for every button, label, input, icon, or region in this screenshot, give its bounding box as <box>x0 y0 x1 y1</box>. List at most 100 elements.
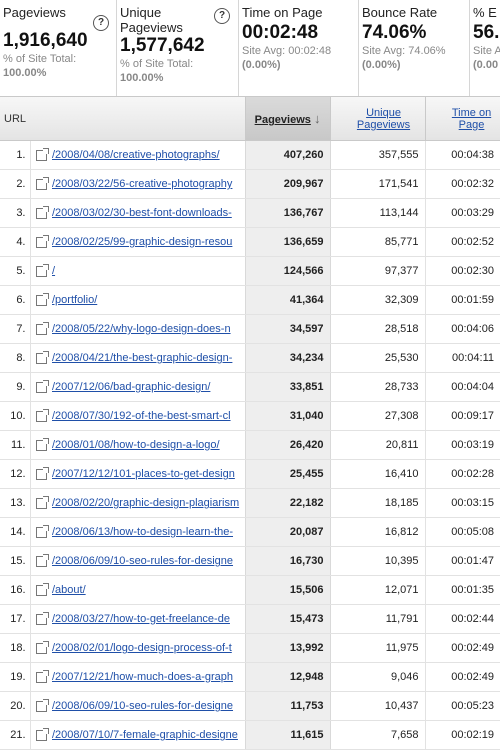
open-external-icon[interactable] <box>30 691 52 721</box>
help-icon[interactable]: ? <box>214 8 230 24</box>
page-url-link[interactable]: /2008/06/09/10-seo-rules-for-designe <box>52 700 234 712</box>
page-url-link[interactable]: /2008/07/10/7-female-graphic-designe <box>52 729 238 741</box>
time-on-page-value: 00:02:49 <box>425 633 500 663</box>
open-external-icon[interactable] <box>30 314 52 344</box>
unique-pageviews-value: 12,071 <box>330 575 426 605</box>
open-external-icon[interactable] <box>30 720 52 750</box>
open-external-icon[interactable] <box>30 372 52 402</box>
page-url-link[interactable]: /2008/04/08/creative-photographs/ <box>52 149 220 161</box>
metric-title: Time on Page <box>242 5 323 20</box>
metric-sub: % of Site Total: <box>3 53 77 65</box>
page-url-link[interactable]: /2008/03/22/56-creative-photography <box>52 178 233 190</box>
open-external-icon[interactable] <box>30 662 52 692</box>
open-external-icon[interactable] <box>30 198 52 228</box>
sort-unique-pageviews-link[interactable]: Unique Pageviews <box>356 106 411 131</box>
row-index: 19. <box>0 662 31 692</box>
page-url-link[interactable]: /2007/12/21/how-much-does-a-graph <box>52 671 234 683</box>
time-on-page-value: 00:03:19 <box>425 430 500 460</box>
table-header-row: URL Pageviews ↓ Unique Pageviews Time on… <box>0 97 500 141</box>
row-index: 13. <box>0 488 31 518</box>
time-on-page-value: 00:02:49 <box>425 662 500 692</box>
time-on-page-value: 00:04:04 <box>425 372 500 402</box>
open-external-icon[interactable] <box>30 140 52 170</box>
row-index: 11. <box>0 430 31 460</box>
unique-pageviews-value: 97,377 <box>330 256 426 286</box>
open-external-icon[interactable] <box>30 227 52 257</box>
open-external-icon[interactable] <box>30 517 52 547</box>
metric-bounce-rate: Bounce Rate 74.06% Site Avg: 74.06% (0.0… <box>359 0 470 96</box>
pageviews-value: 407,260 <box>244 140 331 170</box>
time-on-page-value: 00:04:38 <box>425 140 500 170</box>
page-url-link[interactable]: /2007/12/06/bad-graphic-design/ <box>52 381 211 393</box>
page-url-link[interactable]: /2008/02/25/99-graphic-design-resou <box>52 236 233 248</box>
page-url-link[interactable]: /2008/05/22/why-logo-design-does-n <box>52 323 231 335</box>
unique-pageviews-value: 7,658 <box>330 720 426 750</box>
open-external-icon[interactable] <box>30 546 52 576</box>
unique-pageviews-value: 28,733 <box>330 372 426 402</box>
metric-title: Unique Pageviews <box>120 5 183 35</box>
unique-pageviews-value: 28,518 <box>330 314 426 344</box>
table-row: 14. /2008/06/13/how-to-design-learn-the- 2… <box>0 517 500 547</box>
metric-sub-pct: (0.00 <box>473 59 499 71</box>
page-url-link[interactable]: /2008/03/02/30-best-font-downloads- <box>52 207 232 219</box>
col-header-time-on-page[interactable]: Time on Page <box>424 97 500 141</box>
pageviews-value: 136,659 <box>244 227 331 257</box>
row-index: 14. <box>0 517 31 547</box>
pageviews-value: 11,615 <box>244 720 331 750</box>
help-icon[interactable]: ? <box>93 15 109 31</box>
page-url-link[interactable]: /portfolio/ <box>52 294 98 306</box>
sort-time-on-page-link[interactable]: Time on Page <box>451 106 492 131</box>
col-header-url[interactable]: URL <box>0 97 246 141</box>
metric-value: 1,577,642 <box>120 35 205 56</box>
page-url-link[interactable]: / <box>52 265 56 277</box>
open-external-icon[interactable] <box>30 604 52 634</box>
metric-sub-pct: (0.00%) <box>362 59 401 71</box>
pageviews-value: 31,040 <box>244 401 331 431</box>
page-url-link[interactable]: /2008/07/30/192-of-the-best-smart-cl <box>52 410 231 422</box>
pageviews-value: 34,234 <box>244 343 331 373</box>
unique-pageviews-value: 25,530 <box>330 343 426 373</box>
open-external-icon[interactable] <box>30 430 52 460</box>
open-external-icon[interactable] <box>30 575 52 605</box>
table-row: 16. /about/15,506 12,071 00:01:35 <box>0 575 500 605</box>
page-url-link[interactable]: /2008/01/08/how-to-design-a-logo/ <box>52 439 220 451</box>
metric-value: 00:02:48 <box>242 22 319 43</box>
pageviews-value: 15,506 <box>244 575 331 605</box>
unique-pageviews-value: 357,555 <box>330 140 426 170</box>
table-row: 4. /2008/02/25/99-graphic-design-resou 136… <box>0 227 500 257</box>
page-url-link[interactable]: /2008/03/27/how-to-get-freelance-de <box>52 613 230 625</box>
page-url-link[interactable]: /2008/06/13/how-to-design-learn-the- <box>52 526 234 538</box>
open-external-icon[interactable] <box>30 488 52 518</box>
page-url-link[interactable]: /2008/02/20/graphic-design-plagiarism <box>52 497 240 509</box>
page-url-link[interactable]: /2008/02/01/logo-design-process-of-t <box>52 642 232 654</box>
time-on-page-value: 00:01:35 <box>425 575 500 605</box>
metric-pageviews: Pageviews ? 1,916,640 % of Site Total: 1… <box>0 0 117 96</box>
unique-pageviews-value: 16,812 <box>330 517 426 547</box>
time-on-page-value: 00:03:15 <box>425 488 500 518</box>
sort-pageviews-link[interactable]: Pageviews <box>254 114 311 126</box>
page-url-link[interactable]: /2007/12/12/101-places-to-get-design <box>52 468 235 480</box>
open-external-icon[interactable] <box>30 633 52 663</box>
col-header-pageviews[interactable]: Pageviews ↓ <box>244 97 331 141</box>
row-index: 20. <box>0 691 31 721</box>
row-index: 10. <box>0 401 31 431</box>
metric-title: Bounce Rate <box>362 5 438 20</box>
page-url-link[interactable]: /2008/04/21/the-best-graphic-design- <box>52 352 233 364</box>
unique-pageviews-value: 11,975 <box>330 633 426 663</box>
unique-pageviews-value: 16,410 <box>330 459 426 489</box>
metric-value: 74.06% <box>362 22 427 43</box>
open-external-icon[interactable] <box>30 256 52 286</box>
col-header-unique-pageviews[interactable]: Unique Pageviews <box>329 97 426 141</box>
page-url-link[interactable]: /about/ <box>52 584 86 596</box>
open-external-icon[interactable] <box>30 169 52 199</box>
row-index: 8. <box>0 343 31 373</box>
metric-sub: % of Site Total: <box>120 58 194 70</box>
open-external-icon[interactable] <box>30 401 52 431</box>
page-url-link[interactable]: /2008/06/09/10-seo-rules-for-designe <box>52 555 234 567</box>
open-external-icon[interactable] <box>30 459 52 489</box>
open-external-icon[interactable] <box>30 343 52 373</box>
open-external-icon[interactable] <box>30 285 52 315</box>
time-on-page-value: 00:02:19 <box>425 720 500 750</box>
table-row: 19. /2007/12/21/how-much-does-a-graph 12,9… <box>0 662 500 692</box>
metric-sub: Site Avg: 74.06% <box>362 45 446 57</box>
